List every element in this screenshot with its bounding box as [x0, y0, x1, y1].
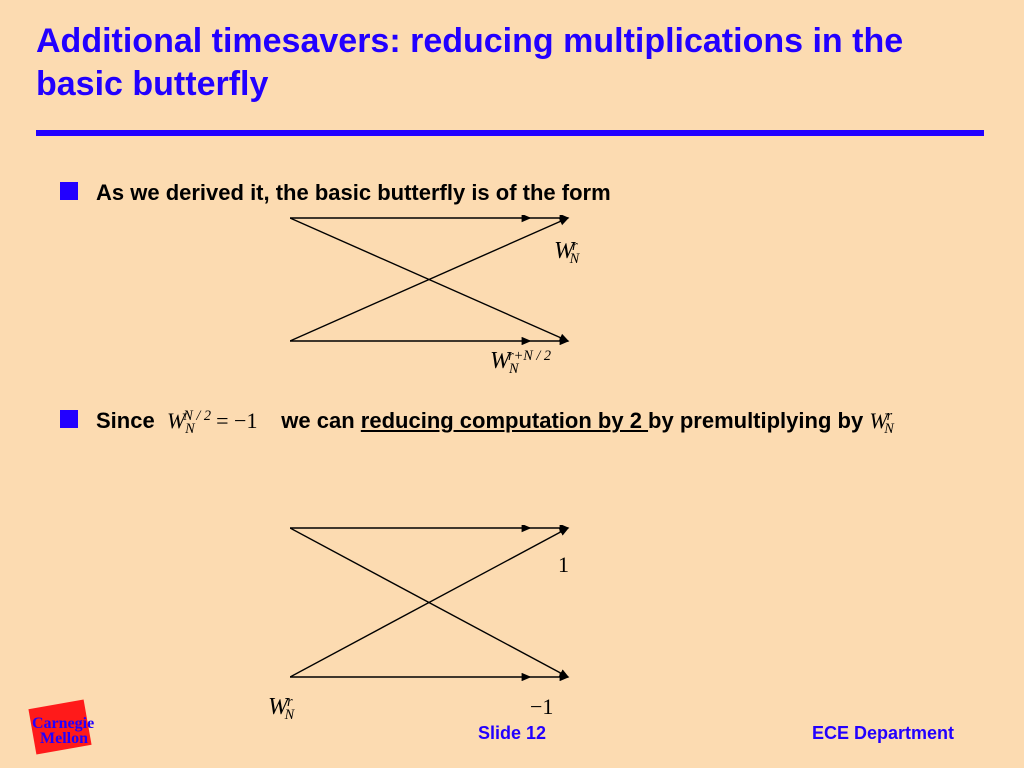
bullet-2-text: Since WN / 2N = −1 we can reducing compu… [96, 406, 903, 436]
bullet-icon [60, 182, 78, 200]
bullet-2-wecan: we can [281, 408, 354, 433]
diagram1-label-top: WrN [554, 238, 589, 265]
butterfly-diagram-1 [290, 215, 570, 345]
bullet-2-since: Since [96, 408, 155, 433]
diagram2-label-top: 1 [558, 552, 569, 578]
bullet-2-eq: WN / 2N = −1 [167, 408, 263, 433]
butterfly-diagram-2 [290, 525, 570, 681]
diagram2-label-bottom: −1 [530, 694, 553, 720]
diagram2-label-left: WrN [268, 694, 303, 721]
footer-department: ECE Department [812, 723, 954, 744]
bullet-1: As we derived it, the basic butterfly is… [60, 178, 611, 208]
bullet-2-reduce: reducing computation by 2 [361, 408, 648, 433]
bullet-2-eq2: WrN [869, 408, 902, 433]
bullet-2-premult: by premultiplying by [648, 408, 863, 433]
diagram1-label-bottom: Wr+N / 2N [490, 348, 563, 375]
bullet-1-text: As we derived it, the basic butterfly is… [96, 178, 611, 208]
bullet-2: Since WN / 2N = −1 we can reducing compu… [60, 406, 903, 436]
title-rule [36, 130, 984, 136]
slide-title: Additional timesavers: reducing multipli… [36, 20, 976, 105]
bullet-icon [60, 410, 78, 428]
